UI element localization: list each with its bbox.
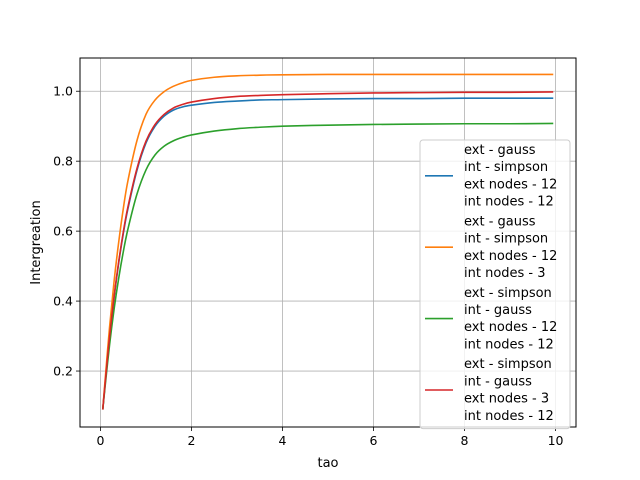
y-tick-label: 0.2: [53, 364, 73, 379]
series-line-2: [101, 73, 554, 410]
x-tick-label: 8: [461, 433, 469, 448]
legend-entry-2: ext - gauss int - simpson ext nodes - 12 in…: [425, 214, 557, 281]
y-axis-label: Intergreation: [29, 200, 44, 284]
legend-label-line: ext nodes - 12: [464, 249, 557, 264]
legend-label-line: ext nodes - 12: [464, 320, 557, 335]
legend-label-line: ext nodes - 12: [464, 177, 557, 192]
x-tick-label: 6: [370, 433, 378, 448]
x-tick-label: 2: [188, 433, 196, 448]
axis-ticks: 0 2 4 6 8 10 0.2 0.4 0.6 0.8 1.0: [53, 84, 563, 448]
series-line-4: [101, 91, 554, 410]
legend-entry-1: ext - gauss int - simpson ext nodes - 12 in…: [425, 143, 557, 210]
legend-label-line: int - simpson: [464, 232, 548, 247]
x-axis-label: tao: [317, 456, 338, 471]
legend-label-line: ext - simpson: [464, 286, 552, 301]
legend-label-line: int - simpson: [464, 160, 548, 175]
x-tick-label: 0: [97, 433, 105, 448]
legend-box: [419, 139, 571, 430]
y-tick-label: 1.0: [53, 84, 73, 99]
legend-entries: ext - gauss int - simpson ext nodes - 12 in…: [425, 143, 557, 424]
x-tick-label: 4: [279, 433, 287, 448]
y-tick-label: 0.8: [53, 154, 73, 169]
legend-entry-4: ext - simpson int - gauss ext nodes - 3 int…: [425, 357, 554, 424]
legend-label-line: ext - gauss: [464, 214, 536, 229]
plot-frame: [79, 57, 577, 428]
legend-label-line: int - gauss: [464, 303, 532, 318]
legend-label-line: ext nodes - 3: [464, 392, 549, 407]
legend-entry-3: ext - simpson int - gauss ext nodes - 12 in…: [425, 286, 557, 352]
y-tick-label: 0.6: [53, 224, 73, 239]
legend-label-line: int - gauss: [464, 374, 532, 389]
legend: ext - gauss int - simpson ext nodes - 12 in…: [419, 139, 571, 430]
legend-label-line: int nodes - 3: [464, 266, 546, 281]
legend-label-line: ext - simpson: [464, 357, 552, 372]
y-tick-label: 0.4: [53, 294, 73, 309]
series-line-3: [101, 122, 554, 410]
legend-label-line: int nodes - 12: [464, 409, 554, 424]
legend-label-line: int nodes - 12: [464, 337, 554, 352]
series-lines: [101, 73, 554, 410]
x-tick-label: 10: [548, 433, 564, 448]
legend-label-line: ext - gauss: [464, 143, 536, 158]
legend-label-line: int nodes - 12: [464, 195, 554, 210]
